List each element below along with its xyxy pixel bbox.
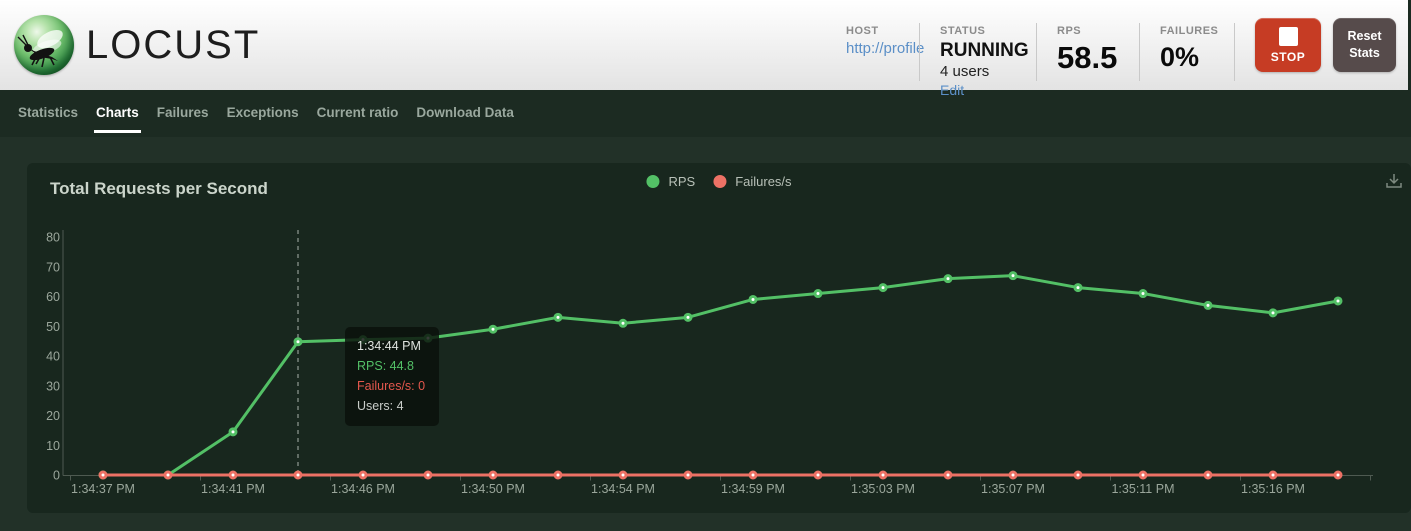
tab-charts[interactable]: Charts	[87, 90, 148, 137]
svg-text:1:34:50 PM: 1:34:50 PM	[461, 482, 525, 496]
status-label: STATUS	[940, 25, 986, 37]
failures-value: 0%	[1160, 42, 1200, 72]
main-content: Total Requests per Second RPS Failures/s…	[0, 137, 1411, 531]
tooltip-failures: Failures/s: 0	[357, 379, 426, 393]
status-value: RUNNING	[940, 40, 1029, 61]
tooltip-users: Users: 4	[357, 399, 404, 413]
tab-current-ratio[interactable]: Current ratio	[316, 105, 399, 120]
svg-text:1:35:16 PM: 1:35:16 PM	[1241, 482, 1305, 496]
rps-box: RPS 58.5	[1036, 23, 1139, 81]
svg-text:70: 70	[46, 260, 60, 274]
svg-text:80: 80	[46, 231, 60, 245]
tab-failures[interactable]: Failures	[156, 105, 209, 120]
svg-text:1:35:11 PM: 1:35:11 PM	[1111, 482, 1174, 496]
header-stats: HOST http://profile STATUS RUNNING 4 use…	[826, 23, 1235, 98]
failures-box: FAILURES 0%	[1139, 23, 1235, 81]
legend-label-failures: Failures/s	[735, 174, 792, 189]
user-count: 4 users	[940, 63, 990, 80]
legend-item-rps[interactable]: RPS	[646, 174, 695, 189]
chart-tooltip: 1:34:44 PM RPS: 44.8 Failures/s: 0 Users…	[345, 327, 440, 426]
nav-bar: Statistics Charts Failures Exceptions Cu…	[0, 90, 1411, 137]
tab-statistics[interactable]: Statistics	[18, 105, 79, 120]
legend-item-failures[interactable]: Failures/s	[713, 174, 792, 189]
tooltip-rps: RPS: 44.8	[357, 359, 414, 373]
header-buttons: STOP Reset Stats	[1255, 18, 1396, 72]
stop-button-label: STOP	[1270, 49, 1306, 64]
failures-series-dot-icon	[713, 175, 727, 188]
host-box: HOST http://profile	[826, 23, 924, 81]
tab-exceptions[interactable]: Exceptions	[226, 105, 299, 120]
stop-button[interactable]: STOP	[1255, 18, 1321, 72]
svg-text:1:34:46 PM: 1:34:46 PM	[331, 482, 395, 496]
tab-download-data[interactable]: Download Data	[416, 105, 514, 120]
svg-text:1:34:59 PM: 1:34:59 PM	[721, 482, 785, 496]
chart-legend: RPS Failures/s	[646, 174, 792, 189]
rps-chart-panel: Total Requests per Second RPS Failures/s…	[27, 163, 1411, 513]
rps-value: 58.5	[1057, 40, 1118, 75]
host-label: HOST	[846, 25, 879, 37]
logo-text: LOCUST	[86, 22, 261, 67]
svg-text:1:35:03 PM: 1:35:03 PM	[851, 482, 915, 496]
edit-link[interactable]: Edit	[940, 82, 965, 98]
svg-text:30: 30	[46, 379, 60, 393]
locust-logo: LOCUST	[14, 15, 260, 75]
failures-label: FAILURES	[1160, 25, 1219, 37]
svg-text:1:34:54 PM: 1:34:54 PM	[591, 482, 655, 496]
svg-text:60: 60	[46, 290, 60, 304]
host-link[interactable]: http://profile	[846, 40, 925, 57]
stop-icon	[1278, 26, 1298, 46]
svg-text:1:34:37 PM: 1:34:37 PM	[71, 482, 135, 496]
status-box: STATUS RUNNING 4 users Edit	[919, 23, 1036, 98]
legend-label-rps: RPS	[668, 174, 696, 189]
svg-text:40: 40	[46, 350, 60, 364]
reset-stats-button[interactable]: Reset Stats	[1333, 18, 1396, 72]
rps-label: RPS	[1057, 25, 1082, 37]
header: LOCUST HOST http://profile STATUS RUNNIN…	[0, 0, 1411, 98]
svg-text:20: 20	[46, 409, 60, 423]
tooltip-time: 1:34:44 PM	[357, 339, 421, 353]
svg-text:1:34:41 PM: 1:34:41 PM	[201, 482, 265, 496]
svg-text:1:35:07 PM: 1:35:07 PM	[981, 482, 1045, 496]
svg-text:50: 50	[46, 320, 60, 334]
svg-text:10: 10	[46, 439, 60, 453]
svg-text:0: 0	[53, 469, 60, 483]
locust-logo-icon	[14, 15, 74, 75]
download-chart-icon[interactable]	[1383, 171, 1405, 193]
chart-title: Total Requests per Second	[50, 179, 268, 198]
rps-series-dot-icon	[646, 175, 660, 188]
chart-canvas[interactable]: 0 10 20 30 40 50 60 70 80 1:34:37 PM 1:34:41 PM 1:3…	[27, 163, 1411, 513]
